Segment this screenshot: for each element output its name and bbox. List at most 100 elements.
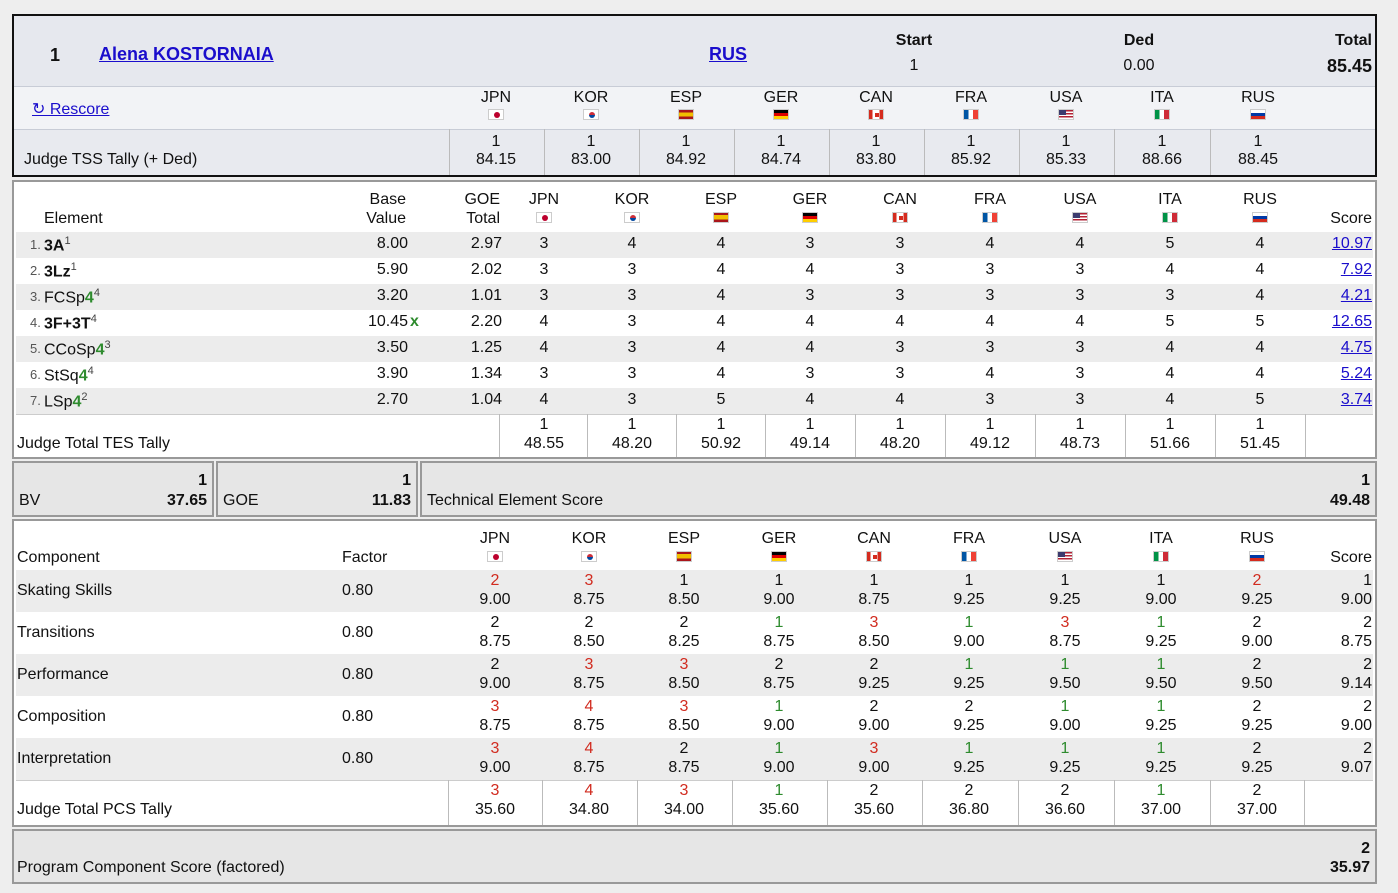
header-judge-code-ita: ITA (1150, 89, 1174, 106)
component-judge-mark: 8.50 (668, 591, 700, 608)
element-score-link[interactable]: 4.21 (1340, 287, 1372, 304)
component-row: Interpretation 0.80 3 9.00 4 8.75 2 8.75 1 9.00 3 9… (16, 738, 1373, 780)
tes-tally-label: Judge Total TES Tally (17, 435, 170, 452)
bv-rank: 1 (198, 472, 207, 489)
component-judge-mark: 8.75 (573, 717, 605, 734)
tes-rank: 1 (1361, 472, 1370, 489)
element-judge-mark: 3 (805, 365, 815, 382)
pcs-panel: 2 Program Component Score (factored) 35.… (12, 829, 1377, 884)
element-judge-mark: 4 (716, 287, 726, 304)
total-label: Total (1334, 32, 1372, 49)
component-factor: 0.80 (342, 750, 374, 767)
element-level: 4 (84, 289, 94, 307)
component-judge-rank: 3 (584, 572, 594, 589)
element-name: 3F+3T (44, 315, 91, 333)
component-judge-rank: 3 (490, 698, 500, 715)
el-judge-code-fra: FRA (974, 191, 1006, 208)
component-judge-mark: 9.50 (1049, 675, 1081, 692)
element-base-value: 3.20 (376, 287, 408, 304)
goe-value: 11.83 (371, 492, 411, 509)
col-pcs-score-header: Score (1330, 549, 1372, 566)
component-judge-rank: 1 (774, 572, 784, 589)
component-score: 9.14 (1340, 675, 1372, 692)
column-divider (1018, 780, 1019, 825)
component-judge-mark: 8.75 (1049, 633, 1081, 650)
component-judge-mark: 9.00 (1049, 717, 1081, 734)
component-judge-mark: 9.25 (1145, 633, 1177, 650)
element-judge-mark: 3 (627, 261, 637, 278)
element-judge-mark: 4 (805, 339, 815, 356)
component-score: 9.07 (1340, 759, 1372, 776)
cp-judge-code-ita: ITA (1149, 530, 1173, 547)
element-score-link[interactable]: 3.74 (1340, 391, 1372, 408)
element-score-link[interactable]: 4.75 (1340, 339, 1372, 356)
component-judge-mark: 8.75 (858, 591, 890, 608)
component-judge-rank: 1 (774, 740, 784, 757)
it-flag-icon (1153, 551, 1169, 563)
el-judge-code-usa: USA (1063, 191, 1097, 208)
column-divider (945, 414, 946, 457)
element-judge-mark: 4 (716, 365, 726, 382)
component-row: Skating Skills 0.80 2 9.00 3 8.75 1 8.50 1 9.00 1 8… (16, 570, 1373, 612)
header-judge-code-esp: ESP (669, 89, 702, 106)
element-judge-mark: 4 (805, 313, 815, 330)
element-score-link[interactable]: 10.97 (1331, 235, 1372, 252)
component-judge-rank: 2 (964, 698, 974, 715)
element-judge-mark: 4 (1255, 261, 1265, 278)
skater-name-link[interactable]: Alena KOSTORNAIA (99, 44, 274, 64)
element-sup: 4 (90, 313, 97, 325)
column-divider (637, 780, 638, 825)
component-judge-rank: 1 (679, 572, 689, 589)
component-judge-rank: 2 (1252, 572, 1262, 589)
component-judge-rank: 2 (679, 740, 689, 757)
element-judge-mark: 4 (1075, 235, 1085, 252)
element-goe-total: 1.25 (470, 339, 502, 356)
component-judge-rank: 3 (679, 698, 689, 715)
header-judge-code-fra: FRA (955, 89, 987, 106)
column-divider (828, 129, 830, 175)
header-judge-rank: 1 (1061, 133, 1071, 150)
cp-judge-code-ger: GER (761, 530, 797, 547)
fr-flag-icon (963, 109, 979, 121)
element-judge-mark: 4 (539, 391, 549, 408)
component-judge-rank: 1 (1156, 572, 1166, 589)
element-judge-mark: 4 (895, 313, 905, 330)
nation-link[interactable]: RUS (709, 44, 748, 64)
component-judge-rank: 1 (1060, 740, 1070, 757)
element-judge-mark: 5 (1165, 235, 1175, 252)
element-name: FCSp (44, 289, 85, 307)
es-flag-icon (676, 551, 692, 563)
component-judge-rank: 1 (964, 656, 974, 673)
component-judge-mark: 9.00 (479, 591, 511, 608)
element-score-link[interactable]: 7.92 (1340, 261, 1372, 278)
component-judge-rank: 1 (1156, 656, 1166, 673)
tes-tally-rank: 1 (539, 416, 549, 433)
element-score-link[interactable]: 5.24 (1340, 365, 1372, 382)
rescore-link[interactable]: ↻ Rescore (32, 101, 110, 118)
ru-flag-icon (1252, 212, 1268, 224)
header-judge-code-rus: RUS (1241, 89, 1275, 106)
col-goe-header-2: Total (466, 210, 500, 227)
element-judge-mark: 3 (1075, 287, 1085, 304)
jp-flag-icon (536, 212, 552, 224)
tes-tally-rank: 1 (895, 416, 905, 433)
tes-tally-rank: 1 (716, 416, 726, 433)
tes-tally-rank: 1 (985, 416, 995, 433)
component-judge-rank: 2 (490, 614, 500, 631)
element-name: CCoSp (44, 341, 96, 359)
element-sup: 4 (87, 365, 94, 377)
component-row: Composition 0.80 3 8.75 4 8.75 3 8.50 1 9.00 2 9.00… (16, 696, 1373, 738)
us-flag-icon (1058, 109, 1074, 121)
cp-judge-code-rus: RUS (1240, 530, 1274, 547)
column-divider (449, 129, 450, 175)
column-divider (827, 780, 828, 825)
pcs-label: Program Component Score (factored) (17, 859, 285, 876)
kr-flag-icon (624, 212, 640, 224)
summary-row: 1 BV 37.65 1 GOE 11.83 1 Technical Eleme… (12, 461, 1377, 517)
column-divider (638, 129, 640, 175)
element-score-link[interactable]: 12.65 (1331, 313, 1372, 330)
tes-tally-score: 48.20 (611, 435, 653, 452)
pcs-tally-row (16, 780, 1373, 825)
element-number: 4. (30, 315, 41, 330)
element-number: 7. (30, 393, 41, 408)
